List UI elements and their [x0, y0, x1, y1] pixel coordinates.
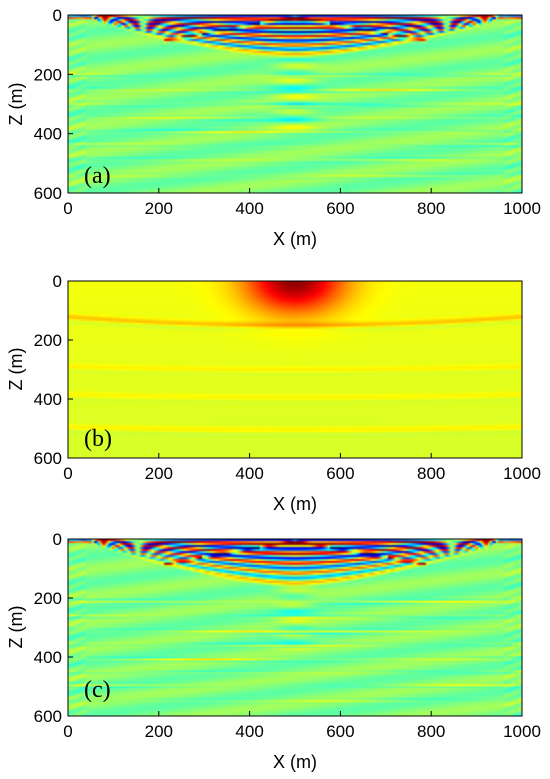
- panel-c-x-tick-label: 600: [326, 722, 354, 741]
- panel-a-y-axis-title: Z (m): [6, 83, 26, 126]
- panel-a-label: (a): [84, 163, 111, 189]
- panel-a: 0 200 400 600 800 1000 0 200 400 600 (a) X (m) Z …: [6, 6, 541, 249]
- panel-c-x-tick-label: 0: [63, 722, 72, 741]
- panel-a-plot-frame: [67, 14, 523, 194]
- panel-b-y-tick-label: 200: [34, 331, 62, 350]
- panel-c-x-tick-label: 200: [145, 722, 173, 741]
- panel-a-y-tick-label: 200: [34, 65, 62, 84]
- panel-c: 0 200 400 600 800 1000 0 200 400 600 (c) X (m) Z …: [6, 530, 541, 772]
- panel-b-x-tick-label: 400: [235, 464, 263, 483]
- panel-b-x-tick-label: 800: [417, 464, 445, 483]
- panel-a-x-axis-title: X (m): [273, 229, 317, 249]
- panel-a-x-tick-label: 0: [63, 199, 72, 218]
- panel-c-x-tick-label: 400: [235, 722, 263, 741]
- panel-b-y-tick-label: 400: [34, 390, 62, 409]
- panel-a-x-tick-label: 200: [145, 199, 173, 218]
- panel-b-x-axis-title: X (m): [273, 494, 317, 514]
- panel-a-y-tick-label: 0: [53, 6, 62, 25]
- panel-c-plot-frame: [67, 538, 523, 717]
- panel-b-x-tick-label: 0: [63, 464, 72, 483]
- panel-b-y-tick-label: 0: [53, 272, 62, 291]
- panel-b-ticks: 0 200 400 600 800 1000 0 200 400 600: [34, 272, 541, 483]
- panel-a-y-tick-label: 600: [34, 184, 62, 203]
- panel-a-x-tick-label: 400: [235, 199, 263, 218]
- panel-c-ticks: 0 200 400 600 800 1000 0 200 400 600: [34, 530, 541, 741]
- panel-b: 0 200 400 600 800 1000 0 200 400 600 (b) X (m) Z …: [6, 272, 541, 514]
- panel-c-wavefield-image: [68, 539, 522, 716]
- panel-c-x-tick-label: 800: [417, 722, 445, 741]
- panel-a-x-tick-label: 800: [417, 199, 445, 218]
- panel-b-plot-frame: [67, 280, 523, 459]
- panel-c-label: (c): [84, 677, 111, 703]
- panel-c-x-axis-title: X (m): [273, 752, 317, 772]
- panel-c-y-tick-label: 0: [53, 530, 62, 549]
- panel-c-y-tick-label: 400: [34, 648, 62, 667]
- panel-b-label: (b): [84, 426, 112, 452]
- panel-a-wavefield-image: [68, 15, 522, 193]
- panel-b-x-tick-label: 200: [145, 464, 173, 483]
- panel-c-y-tick-label: 200: [34, 589, 62, 608]
- panel-c-x-tick-label: 1000: [503, 722, 541, 741]
- panel-a-ticks: 0 200 400 600 800 1000 0 200 400 600: [34, 6, 541, 218]
- panel-a-y-tick-label: 400: [34, 125, 62, 144]
- panel-c-y-axis-title: Z (m): [6, 606, 26, 649]
- panel-a-x-tick-label: 1000: [503, 199, 541, 218]
- panel-b-y-axis-title: Z (m): [6, 348, 26, 391]
- panel-b-wavefield-image: [68, 281, 522, 458]
- panel-b-y-tick-label: 600: [34, 449, 62, 468]
- panel-b-x-tick-label: 1000: [503, 464, 541, 483]
- panel-a-x-tick-label: 600: [326, 199, 354, 218]
- panel-b-x-tick-label: 600: [326, 464, 354, 483]
- panel-c-y-tick-label: 600: [34, 707, 62, 726]
